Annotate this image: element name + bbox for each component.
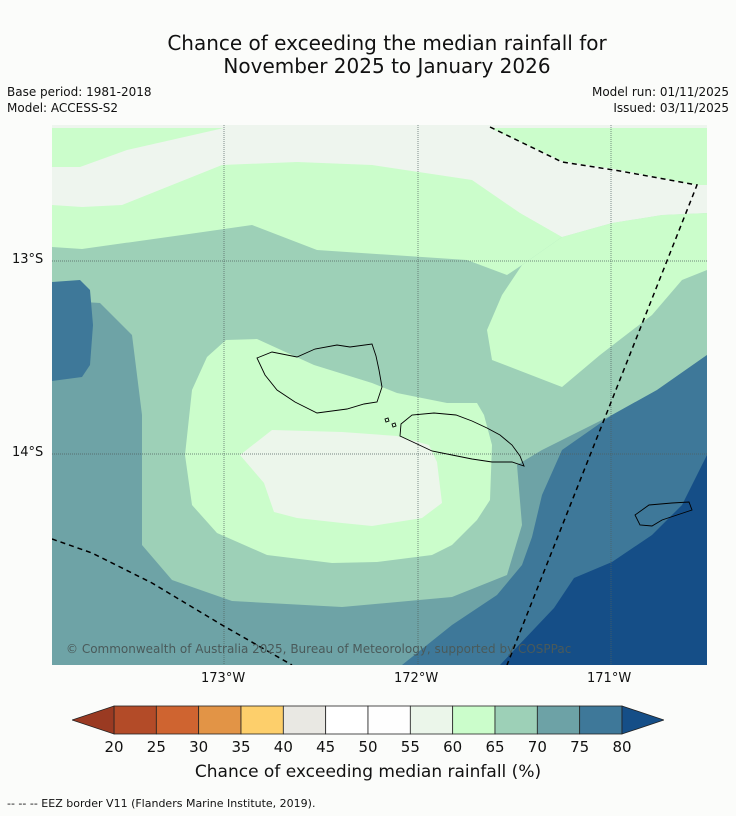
lon-label-173w: 173°W — [201, 671, 246, 686]
meta-left: Base period: 1981-2018 Model: ACCESS-S2 — [7, 84, 152, 116]
colorbar-cell — [452, 705, 496, 735]
colorbar-tick-label: 50 — [358, 738, 377, 756]
issued-date: Issued: 03/11/2025 — [613, 101, 729, 115]
gridlines — [52, 125, 707, 665]
lat-label-13s: 13°S — [12, 252, 44, 267]
colorbar-cell — [325, 705, 369, 735]
forecast-map: © Commonwealth of Australia 2025, Bureau… — [52, 125, 707, 665]
base-period: Base period: 1981-2018 — [7, 85, 152, 99]
colorbar-tick-label: 30 — [189, 738, 208, 756]
contour-60-65-north — [52, 125, 707, 387]
contour-75-80-west — [52, 280, 93, 381]
colorbar: 20 25 30 35 40 45 50 55 60 65 70 75 80 — [72, 705, 664, 756]
colorbar-tick-label: 65 — [485, 738, 504, 756]
colorbar-high-extend — [621, 705, 664, 735]
colorbar-cell — [536, 705, 581, 735]
colorbar-cell — [367, 705, 411, 735]
lon-label-172w: 172°W — [394, 671, 439, 686]
colorbar-tick-label: 40 — [274, 738, 293, 756]
manono-islet — [384, 417, 390, 423]
contour-40-45-north — [52, 128, 707, 237]
apolima-islet — [391, 422, 397, 428]
colorbar-tick-label: 70 — [528, 738, 547, 756]
model-run: Model run: 01/11/2025 — [591, 85, 729, 99]
meta-right: Model run: 01/11/2025 Issued: 03/11/2025 — [592, 84, 729, 116]
colorbar-cell — [198, 705, 242, 735]
colorbar-tick-label: 60 — [443, 738, 462, 756]
colorbar-tick-label: 20 — [104, 738, 123, 756]
map-title: Chance of exceeding the median rainfall … — [0, 32, 736, 78]
colorbar-cell — [494, 705, 538, 735]
colorbar-tick-label: 55 — [401, 738, 420, 756]
map-copyright: © Commonwealth of Australia 2025, Bureau… — [66, 642, 571, 656]
colorbar-cell — [409, 705, 454, 735]
map-title-line1: Chance of exceeding the median rainfall … — [167, 31, 607, 55]
colorbar-cells — [113, 705, 623, 735]
colorbar-tick-label: 45 — [316, 738, 335, 756]
colorbar-tick-label: 35 — [231, 738, 250, 756]
savaii-island — [256, 343, 383, 414]
colorbar-ticks: 20 25 30 35 40 45 50 55 60 65 70 75 80 — [104, 738, 631, 756]
lon-label-171w: 171°W — [587, 671, 632, 686]
map-title-line2: November 2025 to January 2026 — [223, 54, 551, 78]
colorbar-cell — [282, 705, 327, 735]
colorbar-cell — [113, 705, 157, 735]
model-name: Model: ACCESS-S2 — [7, 101, 119, 115]
colorbar-low-extend — [72, 705, 115, 735]
upolu-island — [399, 412, 525, 467]
tutuila-island — [634, 501, 693, 527]
colorbar-cell — [155, 705, 200, 735]
island-outlines — [256, 343, 693, 527]
colorbar-cell — [240, 705, 284, 735]
colorbar-tick-label: 25 — [147, 738, 166, 756]
contour-80-plus — [500, 455, 707, 665]
colorbar-cell — [579, 705, 623, 735]
colorbar-title: Chance of exceeding median rainfall (%) — [194, 762, 542, 782]
lat-label-14s: 14°S — [12, 445, 44, 460]
contour-top-edge — [52, 125, 707, 128]
eez-border — [52, 126, 699, 665]
colorbar-tick-label: 80 — [612, 738, 631, 756]
eez-legend-footer: -- -- -- EEZ border V11 (Flanders Marine… — [7, 797, 316, 810]
colorbar-tick-label: 75 — [570, 738, 589, 756]
